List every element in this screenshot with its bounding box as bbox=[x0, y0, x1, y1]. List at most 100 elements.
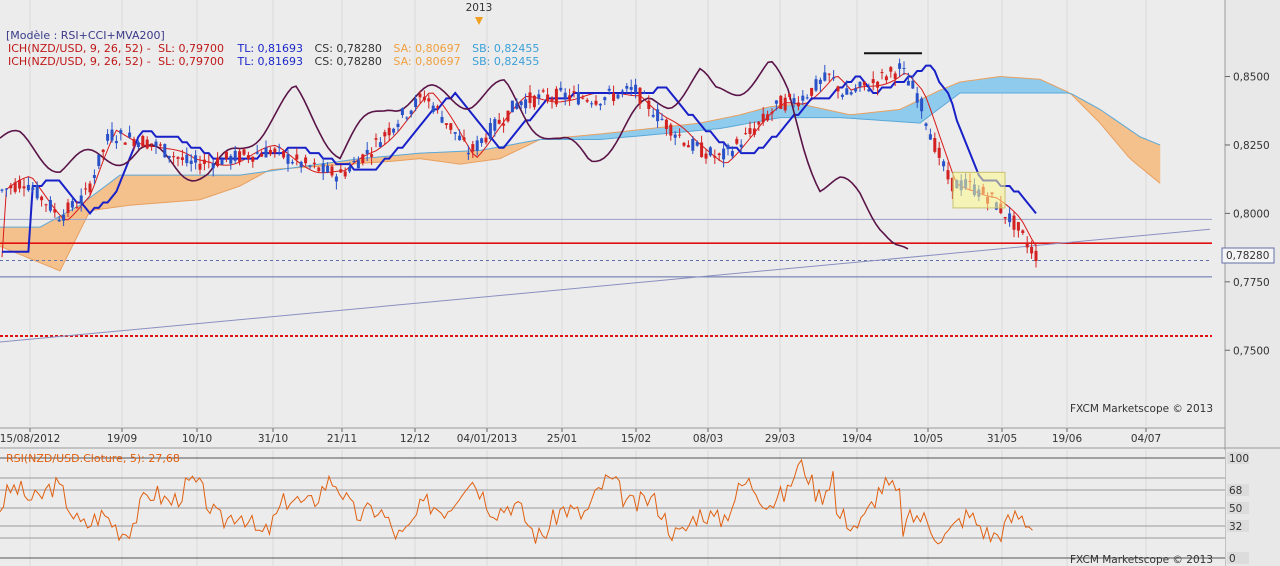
kumo-segment bbox=[999, 76, 1005, 94]
candle-body bbox=[330, 166, 334, 176]
kumo-segment bbox=[31, 226, 37, 262]
candle-body bbox=[682, 142, 686, 146]
kumo-segment bbox=[407, 153, 413, 161]
candle-body bbox=[836, 86, 840, 92]
candle-body bbox=[75, 207, 79, 209]
candle-body bbox=[48, 200, 52, 211]
candle-body bbox=[365, 149, 369, 154]
candle-body bbox=[370, 154, 374, 157]
candle-body bbox=[946, 170, 950, 180]
candle-body bbox=[585, 99, 589, 102]
kumo-segment bbox=[23, 226, 29, 259]
candle-body bbox=[915, 93, 919, 103]
kumo-segment bbox=[487, 147, 493, 161]
kumo-segment bbox=[135, 174, 141, 205]
y-axis-background bbox=[1225, 0, 1280, 566]
candle-body bbox=[216, 157, 220, 167]
kumo-segment bbox=[15, 226, 21, 255]
candle-body bbox=[185, 154, 189, 164]
candle-body bbox=[827, 73, 831, 75]
kumo-segment bbox=[715, 118, 721, 130]
kumo-segment bbox=[647, 128, 653, 136]
candle-body bbox=[840, 94, 844, 97]
candle-body bbox=[726, 145, 730, 150]
candle-body bbox=[176, 157, 180, 159]
candle-body bbox=[616, 94, 620, 99]
kumo-segment bbox=[147, 174, 153, 205]
rsi-tick-label: 68 bbox=[1229, 485, 1242, 497]
kumo-segment bbox=[171, 174, 177, 203]
candle-body bbox=[928, 134, 932, 140]
candle-body bbox=[783, 97, 787, 111]
kumo-segment bbox=[595, 133, 601, 140]
kumo-segment bbox=[691, 123, 697, 132]
kumo-segment bbox=[1023, 77, 1029, 94]
candle-body bbox=[607, 88, 611, 91]
kumo-segment bbox=[399, 154, 405, 161]
candle-body bbox=[678, 134, 682, 136]
kumo-segment bbox=[815, 107, 821, 118]
kumo-segment bbox=[207, 174, 213, 198]
candle-body bbox=[748, 128, 752, 134]
kumo-segment bbox=[603, 132, 609, 140]
candle-body bbox=[612, 93, 616, 102]
kumo-segment bbox=[231, 174, 237, 190]
x-tick-label: 04/07 bbox=[1131, 433, 1161, 445]
kumo-segment bbox=[11, 226, 17, 254]
candle-body bbox=[167, 155, 171, 158]
rsi-legend: RSI(NZD/USD.Cloture, 5): 27,68 bbox=[6, 452, 180, 465]
kumo-segment bbox=[707, 120, 713, 130]
candle-body bbox=[110, 129, 114, 141]
kumo-segment bbox=[415, 152, 421, 160]
candle-body bbox=[9, 185, 13, 189]
candle-body bbox=[480, 138, 484, 144]
model-label: [Modèle : RSI+CCI+MVA200] bbox=[6, 29, 165, 42]
kumo-segment bbox=[735, 114, 741, 126]
kumo-segment bbox=[35, 226, 41, 264]
kumo-segment bbox=[123, 174, 129, 207]
kumo-segment bbox=[731, 115, 737, 127]
x-tick-label: 19/09 bbox=[107, 433, 137, 445]
candle-body bbox=[559, 87, 563, 91]
candle-body bbox=[290, 162, 294, 164]
y-tick-label: 0,7750 bbox=[1233, 277, 1270, 289]
kumo-segment bbox=[1131, 130, 1137, 165]
rsi-tick-bg bbox=[1227, 520, 1249, 532]
kumo-segment bbox=[607, 132, 613, 140]
x-axis-ticks: 15/08/2012 19/09 10/10 31/10 21/11 12/12 04/01… bbox=[0, 428, 1161, 445]
kumo-segment bbox=[819, 107, 825, 118]
candle-body bbox=[871, 79, 875, 84]
candle-body bbox=[528, 92, 532, 104]
candle-body bbox=[436, 106, 440, 108]
kumo-segment bbox=[635, 129, 641, 137]
y-tick-label: 0,8000 bbox=[1233, 208, 1270, 220]
kumo-segment bbox=[883, 110, 889, 122]
kijun-sen-line bbox=[2, 64, 1037, 253]
candle-body bbox=[233, 150, 237, 161]
candle-body bbox=[722, 148, 726, 160]
candle-body bbox=[669, 124, 673, 136]
kumo-segment bbox=[139, 174, 145, 205]
candle-body bbox=[594, 100, 598, 105]
candle-body bbox=[572, 91, 576, 93]
kumo-segment bbox=[755, 109, 761, 123]
kumo-segment bbox=[863, 112, 869, 120]
x-tick-label: 19/06 bbox=[1052, 433, 1083, 445]
kumo-segment bbox=[1135, 133, 1141, 168]
kumo-segment bbox=[1147, 139, 1153, 178]
kumo-segment bbox=[439, 151, 445, 163]
candle-body bbox=[255, 152, 259, 154]
rsi-tick-label: 50 bbox=[1229, 503, 1242, 515]
candle-body bbox=[730, 151, 734, 157]
candle-body bbox=[634, 84, 638, 93]
kumo-segment bbox=[127, 174, 133, 206]
candle-body bbox=[4, 188, 8, 190]
x-tick-label: 19/04 bbox=[842, 433, 873, 445]
candle-body bbox=[242, 149, 246, 155]
candle-body bbox=[532, 95, 536, 108]
candle-body bbox=[189, 160, 193, 164]
kumo-segment bbox=[859, 113, 865, 120]
kumo-segment bbox=[687, 123, 693, 132]
candle-body bbox=[88, 183, 92, 193]
candle-body bbox=[414, 98, 418, 108]
